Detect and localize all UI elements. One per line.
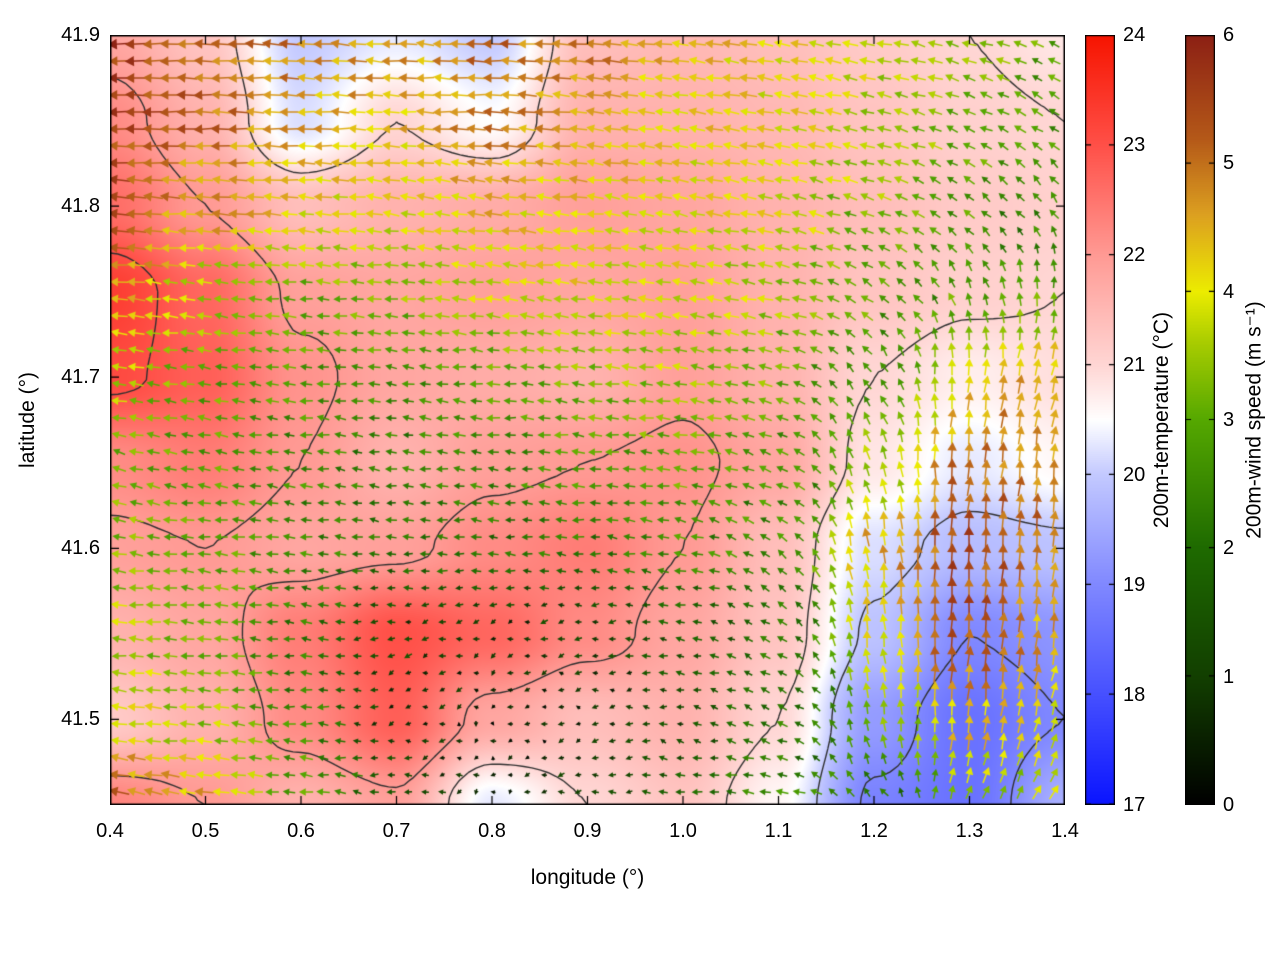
x-tick-label: 1.2 xyxy=(860,820,888,842)
temperature-colorbar-tick-label: 17 xyxy=(1123,794,1146,816)
y-tick-label: 41.5 xyxy=(61,708,100,731)
wind-colorbar-tick-label: 5 xyxy=(1223,152,1235,175)
y-tick-label: 41.7 xyxy=(61,366,100,389)
temperature-colorbar-title: 200m-temperature (°C) xyxy=(1150,311,1173,529)
y-tick-label: 41.8 xyxy=(61,195,100,218)
temperature-colorbar-tick-label: 23 xyxy=(1123,134,1146,156)
wind-colorbar-tick-label: 4 xyxy=(1223,280,1235,303)
x-tick-label: 0.9 xyxy=(573,820,602,842)
x-tick-label: 1.4 xyxy=(1051,820,1079,842)
x-tick-label: 1.1 xyxy=(764,820,793,842)
y-tick-label: 41.9 xyxy=(61,24,100,46)
x-axis-title: longitude (°) xyxy=(530,866,645,889)
x-tick-label: 0.6 xyxy=(287,820,315,842)
wind-colorbar-tick-label: 3 xyxy=(1223,409,1235,431)
temperature-colorbar-tick-label: 18 xyxy=(1123,684,1146,706)
temperature-colorbar-tick-label: 19 xyxy=(1123,574,1146,596)
wind-colorbar-tick-label: 1 xyxy=(1223,665,1235,688)
wind-colorbar-title: 200m-wind speed (m s⁻¹) xyxy=(1242,301,1266,539)
temperature-colorbar-tick-label: 24 xyxy=(1123,24,1146,46)
wind-colorbar xyxy=(1185,35,1215,805)
wind-colorbar-tick-label: 6 xyxy=(1223,24,1235,46)
x-tick-label: 1.3 xyxy=(955,820,984,842)
wind-colorbar-tick-label: 0 xyxy=(1223,794,1235,816)
y-tick-label: 41.6 xyxy=(61,537,100,560)
x-tick-label: 0.7 xyxy=(382,820,411,842)
wind-colorbar-tick-label: 2 xyxy=(1223,537,1235,560)
temperature-colorbar-tick-label: 22 xyxy=(1123,244,1146,266)
x-tick-label: 1.0 xyxy=(669,820,697,842)
temperature-colorbar xyxy=(1085,35,1115,805)
map-plot xyxy=(110,35,1065,805)
temperature-colorbar-tick-label: 20 xyxy=(1123,464,1146,486)
temperature-colorbar-tick-label: 21 xyxy=(1123,354,1146,376)
x-tick-label: 0.4 xyxy=(96,820,124,842)
x-tick-label: 0.5 xyxy=(191,820,220,842)
x-tick-label: 0.8 xyxy=(478,820,506,842)
y-axis-title: latitude (°) xyxy=(16,372,39,468)
